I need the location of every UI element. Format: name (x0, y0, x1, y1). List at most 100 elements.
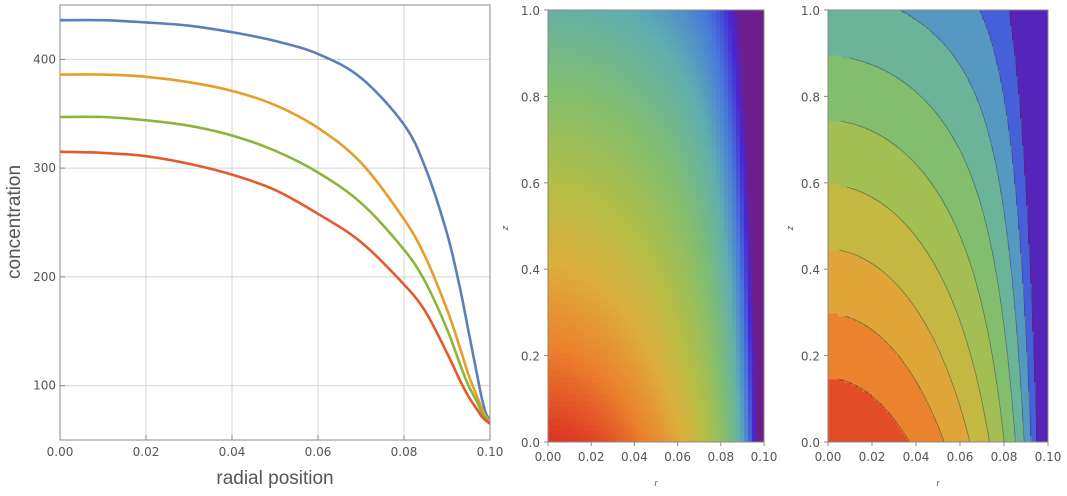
heatmap-cell (568, 220, 573, 227)
heatmap-cell (616, 190, 621, 197)
heatmap-cell (572, 322, 577, 329)
contour-cell (838, 49, 841, 53)
heatmap-cell (692, 292, 697, 299)
contour-cell (832, 280, 835, 284)
heatmap-cell (716, 418, 721, 425)
heatmap-cell (604, 382, 609, 389)
heatmap-cell (744, 274, 749, 281)
contour-cell (842, 385, 845, 389)
contour-cell (840, 292, 843, 296)
heatmap-cell (588, 196, 593, 203)
contour-cell (830, 313, 833, 317)
contour-cell (828, 217, 831, 221)
contour-cell (832, 25, 835, 29)
heatmap-cell (728, 346, 733, 353)
heatmap-cell (748, 184, 753, 191)
heatmap-cell (692, 94, 697, 101)
heatmap-cell (700, 16, 705, 23)
heatmap-cell (700, 262, 705, 269)
heatmap-cell (748, 148, 753, 155)
contour-cell (838, 256, 841, 260)
heatmap-cell (564, 184, 569, 191)
heatmap-cell (628, 82, 633, 89)
heatmap-cell (756, 340, 761, 347)
contour-cell (838, 52, 841, 56)
heatmap-cell (732, 340, 737, 347)
contour-cell (830, 232, 833, 236)
contour-cell (834, 220, 837, 224)
heatmap-cell (560, 142, 565, 149)
heatmap-cell (672, 346, 677, 353)
heatmap-cell (712, 70, 717, 77)
contour-cell (836, 262, 839, 266)
contour-cell (828, 193, 831, 197)
contour-cell (828, 265, 831, 269)
heatmap-cell (588, 130, 593, 137)
heatmap-cell (644, 352, 649, 359)
heatmap-cell (720, 202, 725, 209)
heatmap-cell (748, 382, 753, 389)
heatmap-cell (704, 226, 709, 233)
heatmap-cell (576, 310, 581, 317)
heatmap-cell (632, 256, 637, 263)
heatmap-cell (548, 316, 553, 323)
contour-cell (828, 406, 831, 410)
heatmap-cell (620, 316, 625, 323)
contour-cell (830, 256, 833, 260)
heatmap-cell (736, 88, 741, 95)
heatmap-cell (568, 364, 573, 371)
contour-cell (840, 286, 843, 290)
heatmap-cell (744, 424, 749, 431)
contour-cell (828, 415, 831, 419)
contour-cell (828, 325, 831, 329)
heatmap-cell (732, 52, 737, 59)
heatmap-cell (664, 208, 669, 215)
heatmap-cell (564, 214, 569, 221)
contour-cell (832, 46, 835, 50)
contour-cell (828, 187, 831, 191)
heatmap-cell (556, 34, 561, 41)
contour-panel: 0.00 0.02 0.04 0.06 0.08 0.100.00.20.40.60.81… (785, 4, 1061, 488)
heatmap-cell (568, 394, 573, 401)
heatmap-cell (644, 382, 649, 389)
series-line-2 (60, 73, 490, 423)
heatmap-cell (636, 376, 641, 383)
heatmap-cell (684, 10, 689, 17)
contour-cell (828, 310, 831, 314)
contour-cell (828, 391, 831, 395)
heatmap-cell (652, 232, 657, 239)
heatmap-cell (716, 382, 721, 389)
heatmap-cell (564, 358, 569, 365)
heatmap-cell (580, 94, 585, 101)
heatmap-cell (740, 406, 745, 413)
heatmap-cell (632, 70, 637, 77)
heatmap-cell (664, 352, 669, 359)
heatmap-cell (696, 130, 701, 137)
heatmap-cell (756, 160, 761, 167)
heatmap-cell (588, 106, 593, 113)
heatmap-cell (552, 274, 557, 281)
contour-cell (830, 139, 833, 143)
heatmap-cell (612, 196, 617, 203)
contour-cell (832, 22, 835, 26)
heatmap-cell (576, 154, 581, 161)
heatmap-cell (728, 88, 733, 95)
heatmap-cell (660, 118, 665, 125)
contour-cell (828, 382, 831, 386)
heatmap-cell (632, 202, 637, 209)
heatmap-cell (736, 34, 741, 41)
contour-cell (830, 115, 833, 119)
heatmap-cell (596, 70, 601, 77)
contour-cell (832, 286, 835, 290)
heatmap-cell (760, 28, 764, 35)
contour-cell (834, 223, 837, 227)
heatmap-cell (632, 154, 637, 161)
heatmap-cell (588, 64, 593, 71)
heatmap-cell (760, 370, 764, 377)
heatmap-cell (588, 112, 593, 119)
heatmap-cell (688, 340, 693, 347)
contour-cell (828, 238, 831, 242)
heatmap-cell (652, 304, 657, 311)
heatmap-cell (668, 82, 673, 89)
contour-cell (832, 187, 835, 191)
